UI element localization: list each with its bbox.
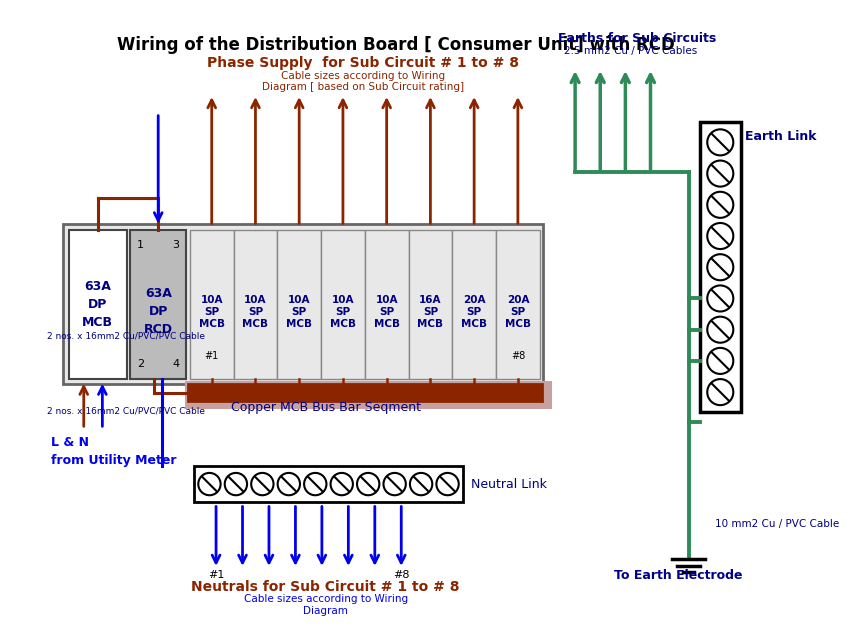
Text: 2: 2 xyxy=(137,359,144,369)
Circle shape xyxy=(707,316,734,343)
Bar xyxy=(69,230,127,379)
Circle shape xyxy=(383,473,405,495)
Bar xyxy=(409,230,452,379)
Text: 10 mm2 Cu / PVC Cable: 10 mm2 Cu / PVC Cable xyxy=(715,519,839,529)
Text: L & N
from Utility Meter: L & N from Utility Meter xyxy=(51,436,177,467)
Text: Neutrals for Sub Circuit # 1 to # 8: Neutrals for Sub Circuit # 1 to # 8 xyxy=(191,581,460,595)
Bar xyxy=(194,466,463,501)
Bar xyxy=(277,230,321,379)
Text: Earth Link: Earth Link xyxy=(745,130,817,142)
Bar xyxy=(700,122,740,412)
Text: #1: #1 xyxy=(208,570,224,581)
Bar xyxy=(234,230,277,379)
Circle shape xyxy=(707,379,734,405)
Text: 63A
DP
MCB: 63A DP MCB xyxy=(82,280,113,329)
Bar xyxy=(130,230,186,379)
Text: 16A
SP
MCB: 16A SP MCB xyxy=(417,295,444,329)
Bar xyxy=(185,381,552,409)
Text: 63A
DP
RCD: 63A DP RCD xyxy=(144,287,173,336)
Circle shape xyxy=(707,285,734,311)
Text: Earths for Sub Circuits: Earths for Sub Circuits xyxy=(558,32,717,45)
Bar xyxy=(188,385,541,401)
Bar xyxy=(321,230,365,379)
Text: 2 nos. x 16mm2 Cu/PVC/PVC Cable: 2 nos. x 16mm2 Cu/PVC/PVC Cable xyxy=(47,332,205,341)
Text: 20A
SP
MCB: 20A SP MCB xyxy=(462,295,487,329)
Circle shape xyxy=(436,473,459,495)
Circle shape xyxy=(198,473,221,495)
Bar xyxy=(452,230,496,379)
Circle shape xyxy=(707,130,734,156)
Circle shape xyxy=(304,473,326,495)
Text: Diagram [ based on Sub Circuit rating]: Diagram [ based on Sub Circuit rating] xyxy=(262,82,464,92)
Bar xyxy=(190,230,234,379)
Circle shape xyxy=(252,473,274,495)
Text: Cable sizes according to Wiring: Cable sizes according to Wiring xyxy=(244,595,408,604)
Text: Copper MCB Bus Bar Seqment: Copper MCB Bus Bar Seqment xyxy=(230,401,421,414)
Text: 10A
SP
MCB: 10A SP MCB xyxy=(330,295,356,329)
Text: Cable sizes according to Wiring: Cable sizes according to Wiring xyxy=(280,71,445,80)
Text: #8: #8 xyxy=(511,351,525,360)
Text: 2 nos. x 16mm2 Cu/PVC/PVC Cable: 2 nos. x 16mm2 Cu/PVC/PVC Cable xyxy=(47,406,205,415)
Circle shape xyxy=(707,161,734,186)
Circle shape xyxy=(331,473,353,495)
Circle shape xyxy=(707,254,734,280)
Text: 10A
SP
MCB: 10A SP MCB xyxy=(374,295,400,329)
Circle shape xyxy=(357,473,379,495)
Text: 20A
SP
MCB: 20A SP MCB xyxy=(505,295,531,329)
Text: To Earth Electrode: To Earth Electrode xyxy=(615,568,743,582)
Text: Wiring of the Distribution Board [ Consumer Unit] with RCD: Wiring of the Distribution Board [ Consu… xyxy=(116,36,674,54)
Circle shape xyxy=(707,348,734,374)
Circle shape xyxy=(278,473,300,495)
Circle shape xyxy=(410,473,433,495)
Text: 10A
SP
MCB: 10A SP MCB xyxy=(286,295,312,329)
Text: Phase Supply  for Sub Circuit # 1 to # 8: Phase Supply for Sub Circuit # 1 to # 8 xyxy=(207,56,519,70)
Bar xyxy=(365,230,409,379)
Bar xyxy=(63,225,542,385)
Text: Diagram: Diagram xyxy=(303,605,348,616)
Text: 1: 1 xyxy=(137,240,144,250)
Text: 3: 3 xyxy=(173,240,179,250)
Circle shape xyxy=(224,473,247,495)
Bar xyxy=(496,230,540,379)
Text: #8: #8 xyxy=(393,570,410,581)
Text: Neutral Link: Neutral Link xyxy=(471,478,547,491)
Text: 10A
SP
MCB: 10A SP MCB xyxy=(242,295,269,329)
Circle shape xyxy=(707,223,734,249)
Text: 10A
SP
MCB: 10A SP MCB xyxy=(199,295,224,329)
Circle shape xyxy=(707,192,734,218)
Text: #1: #1 xyxy=(205,351,218,360)
Text: 4: 4 xyxy=(173,359,179,369)
Text: 2.5 mm2 Cu / PVC Cables: 2.5 mm2 Cu / PVC Cables xyxy=(564,47,698,56)
